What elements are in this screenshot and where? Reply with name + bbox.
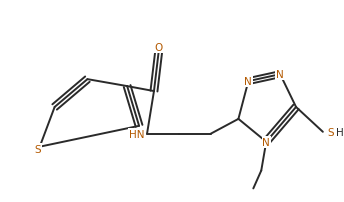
Text: HN: HN bbox=[129, 129, 144, 139]
Text: S: S bbox=[34, 144, 41, 154]
Text: N: N bbox=[276, 70, 284, 80]
Text: H: H bbox=[336, 127, 344, 137]
Text: N: N bbox=[245, 77, 252, 87]
Text: N: N bbox=[262, 137, 270, 147]
Text: S: S bbox=[328, 127, 334, 137]
Text: O: O bbox=[155, 43, 163, 53]
